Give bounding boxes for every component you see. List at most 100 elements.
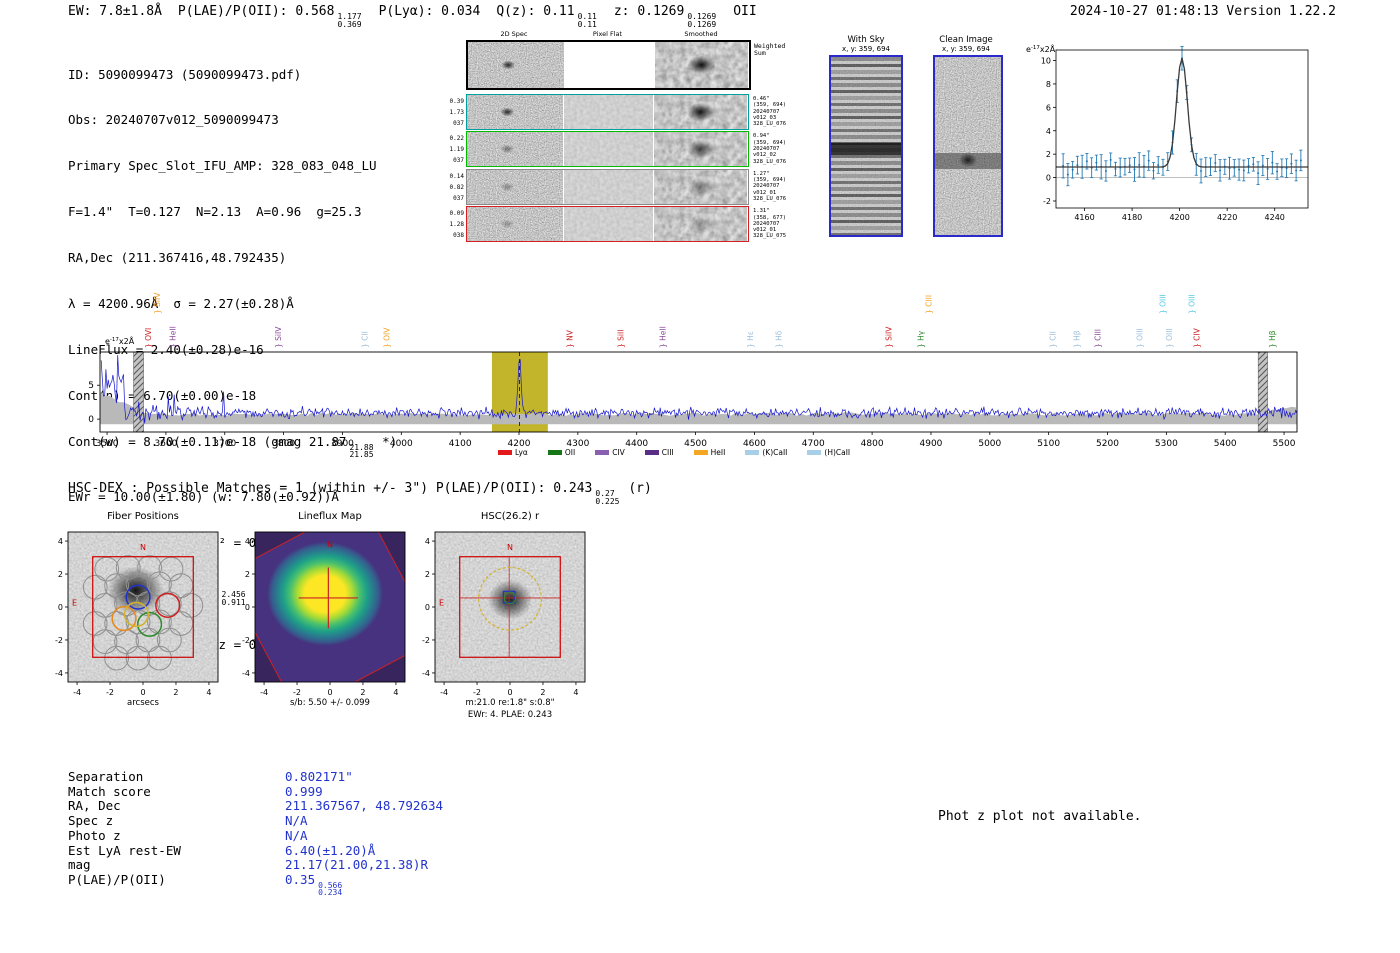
qz-value: Q(z): 0.11 0.11 0.11 — [496, 4, 597, 29]
emission-line-label: } Hδ — [775, 330, 784, 348]
montage-fiber-row: 0.09 1.28 038 1.31" (358, 677) 20240707 v012_0… — [450, 206, 786, 243]
plya-value: P(Lyα): 0.034 — [378, 4, 481, 19]
lineflux-map-title: Lineflux Map — [298, 511, 362, 522]
svg-text:4900: 4900 — [920, 439, 943, 449]
match-row-label: Match score — [68, 783, 151, 799]
svg-text:8: 8 — [1046, 80, 1051, 89]
legend-item: (H)CaII — [807, 448, 850, 457]
svg-text:4200: 4200 — [1169, 213, 1189, 222]
emission-line-label: } Hγ — [916, 330, 925, 348]
svg-text:5200: 5200 — [1096, 439, 1119, 449]
svg-text:5: 5 — [88, 381, 94, 391]
emission-line-label: } Hβ — [1268, 330, 1277, 348]
smoothed-image — [654, 95, 747, 129]
emission-line-label: } Hε — [746, 331, 755, 348]
svg-text:N: N — [507, 543, 513, 552]
legend-item: HeII — [693, 448, 726, 457]
line-classification: OII — [733, 4, 757, 19]
cont-n: Cont(n) = 6.70(±0.00)e-18 — [68, 387, 257, 403]
match-row-label: Photo z — [68, 827, 121, 843]
svg-text:-4: -4 — [440, 688, 448, 697]
svg-text:3900: 3900 — [331, 439, 354, 449]
clean-image-title: Clean Image — [939, 35, 993, 45]
match-row-value: 0.999 — [285, 783, 323, 799]
svg-text:2: 2 — [1046, 150, 1051, 159]
emission-line-label: } SiII — [616, 330, 625, 348]
ew-value: EW: 7.8±1.8Å — [68, 4, 162, 19]
svg-text:4400: 4400 — [625, 439, 648, 449]
svg-text:0: 0 — [425, 603, 430, 612]
emission-line-label: } OVI — [144, 328, 153, 348]
svg-text:-4: -4 — [422, 669, 430, 678]
pixelflat-image — [564, 95, 653, 129]
match-row-value: 21.17(21.00,21.38)R — [285, 857, 428, 873]
svg-text:4300: 4300 — [566, 439, 589, 449]
svg-text:0: 0 — [1046, 174, 1051, 183]
emission-line-label: } OIII — [1135, 328, 1144, 348]
uncertainty-lower: 0.369 — [337, 19, 362, 29]
svg-text:-2: -2 — [293, 688, 301, 697]
line-fit-plot: 4160 4180 4200 4220 4240 -2 0 2 4 6 8 10 e-17x2Å — [1026, 43, 1309, 222]
svg-text:4240: 4240 — [1265, 213, 1285, 222]
svg-text:5500: 5500 — [1273, 439, 1296, 449]
legend-swatch — [595, 450, 610, 455]
plae-uncertainty: 1.177 0.369 — [337, 13, 361, 28]
legend-label: (K)CaII — [762, 448, 788, 457]
weighted-sum-label: Weighted Sum — [754, 42, 786, 58]
emission-line-label: } HeII — [168, 326, 177, 348]
svg-text:10: 10 — [1041, 57, 1051, 66]
svg-text:e-17x2Å: e-17x2Å — [1026, 43, 1056, 54]
spec2d-image — [468, 42, 564, 88]
col-header-2dspec: 2D Spec — [500, 30, 528, 38]
legend-label: HeII — [710, 448, 726, 457]
svg-text:E: E — [439, 598, 444, 607]
legend-swatch — [807, 450, 822, 455]
seeing-stats: F=1.4" T=0.127 N=2.13 A=0.96 g=25.3 — [68, 204, 362, 220]
legend-label: (H)CaII — [824, 448, 851, 457]
svg-text:3800: 3800 — [272, 439, 295, 449]
hsc-cutout-plot: N E -4 -4 -2 -2 0 0 2 2 4 4 — [422, 531, 586, 697]
montage-row-weights: 0.39 1.73 037 — [449, 98, 464, 127]
svg-text:4600: 4600 — [743, 439, 766, 449]
svg-text:2: 2 — [58, 570, 63, 579]
svg-text:N: N — [140, 543, 146, 552]
report-summary: EW: 7.8±1.8Å P(LAE)/P(OII): 0.568 1.177 0.3… — [68, 4, 757, 28]
clean-image-panel: Clean Image x, y: 359, 694 — [928, 35, 1004, 237]
emission-line-label: } Hβ — [1072, 330, 1081, 348]
emission-line-label: } SiIV — [274, 326, 283, 348]
hsc-caption-2: EWr: 4. PLAE: 0.243 — [467, 710, 553, 720]
svg-text:5300: 5300 — [1155, 439, 1178, 449]
svg-text:-2: -2 — [422, 636, 430, 645]
emission-line-label: } OIII — [1158, 294, 1167, 314]
match-table-row: Match score 0.999 — [68, 783, 443, 800]
col-header-smoothed: Smoothed — [684, 30, 718, 38]
svg-text:-4: -4 — [73, 688, 81, 697]
svg-text:0: 0 — [507, 688, 512, 697]
montage-weighted-row: Weighted Sum — [466, 40, 785, 90]
montage-row-annotation: 1.27" (359, 694) 20240707 v012_01 328_LU_076 — [753, 170, 787, 203]
wavelength-sigma: λ = 4200.96Å σ = 2.27(±0.28)Å — [68, 296, 294, 312]
svg-text:2: 2 — [540, 688, 545, 697]
emission-line-label: } CII — [1048, 331, 1057, 348]
svg-text:4160: 4160 — [1074, 213, 1094, 222]
svg-text:5100: 5100 — [1037, 439, 1060, 449]
montage-fiber-row: 0.14 0.82 037 1.27" (359, 694) 20240707 v012_0… — [450, 168, 786, 205]
fiber-positions-title: Fiber Positions — [107, 511, 179, 522]
match-row-value: 6.40(±1.20)Å — [285, 842, 376, 858]
svg-text:2: 2 — [360, 688, 365, 697]
ewr: EWr = 10.00(±1.80) (w: 7.80(±0.92))Å — [68, 489, 339, 505]
emission-line-label: } CII — [360, 331, 369, 348]
legend-label: OII — [564, 448, 576, 457]
svg-text:4220: 4220 — [1217, 213, 1237, 222]
clean-image-coords: x, y: 359, 694 — [942, 45, 990, 53]
svg-text:6: 6 — [1046, 103, 1051, 112]
svg-text:4000: 4000 — [390, 439, 413, 449]
legend-swatch — [644, 450, 659, 455]
ra-dec: RA,Dec (211.367416,48.792435) — [68, 250, 287, 266]
svg-text:-4: -4 — [242, 669, 250, 678]
legend-swatch — [547, 450, 562, 455]
svg-text:5400: 5400 — [1214, 439, 1237, 449]
svg-text:3500: 3500 — [96, 439, 119, 449]
svg-text:4: 4 — [58, 537, 63, 546]
match-row-label: Spec z — [68, 813, 114, 829]
